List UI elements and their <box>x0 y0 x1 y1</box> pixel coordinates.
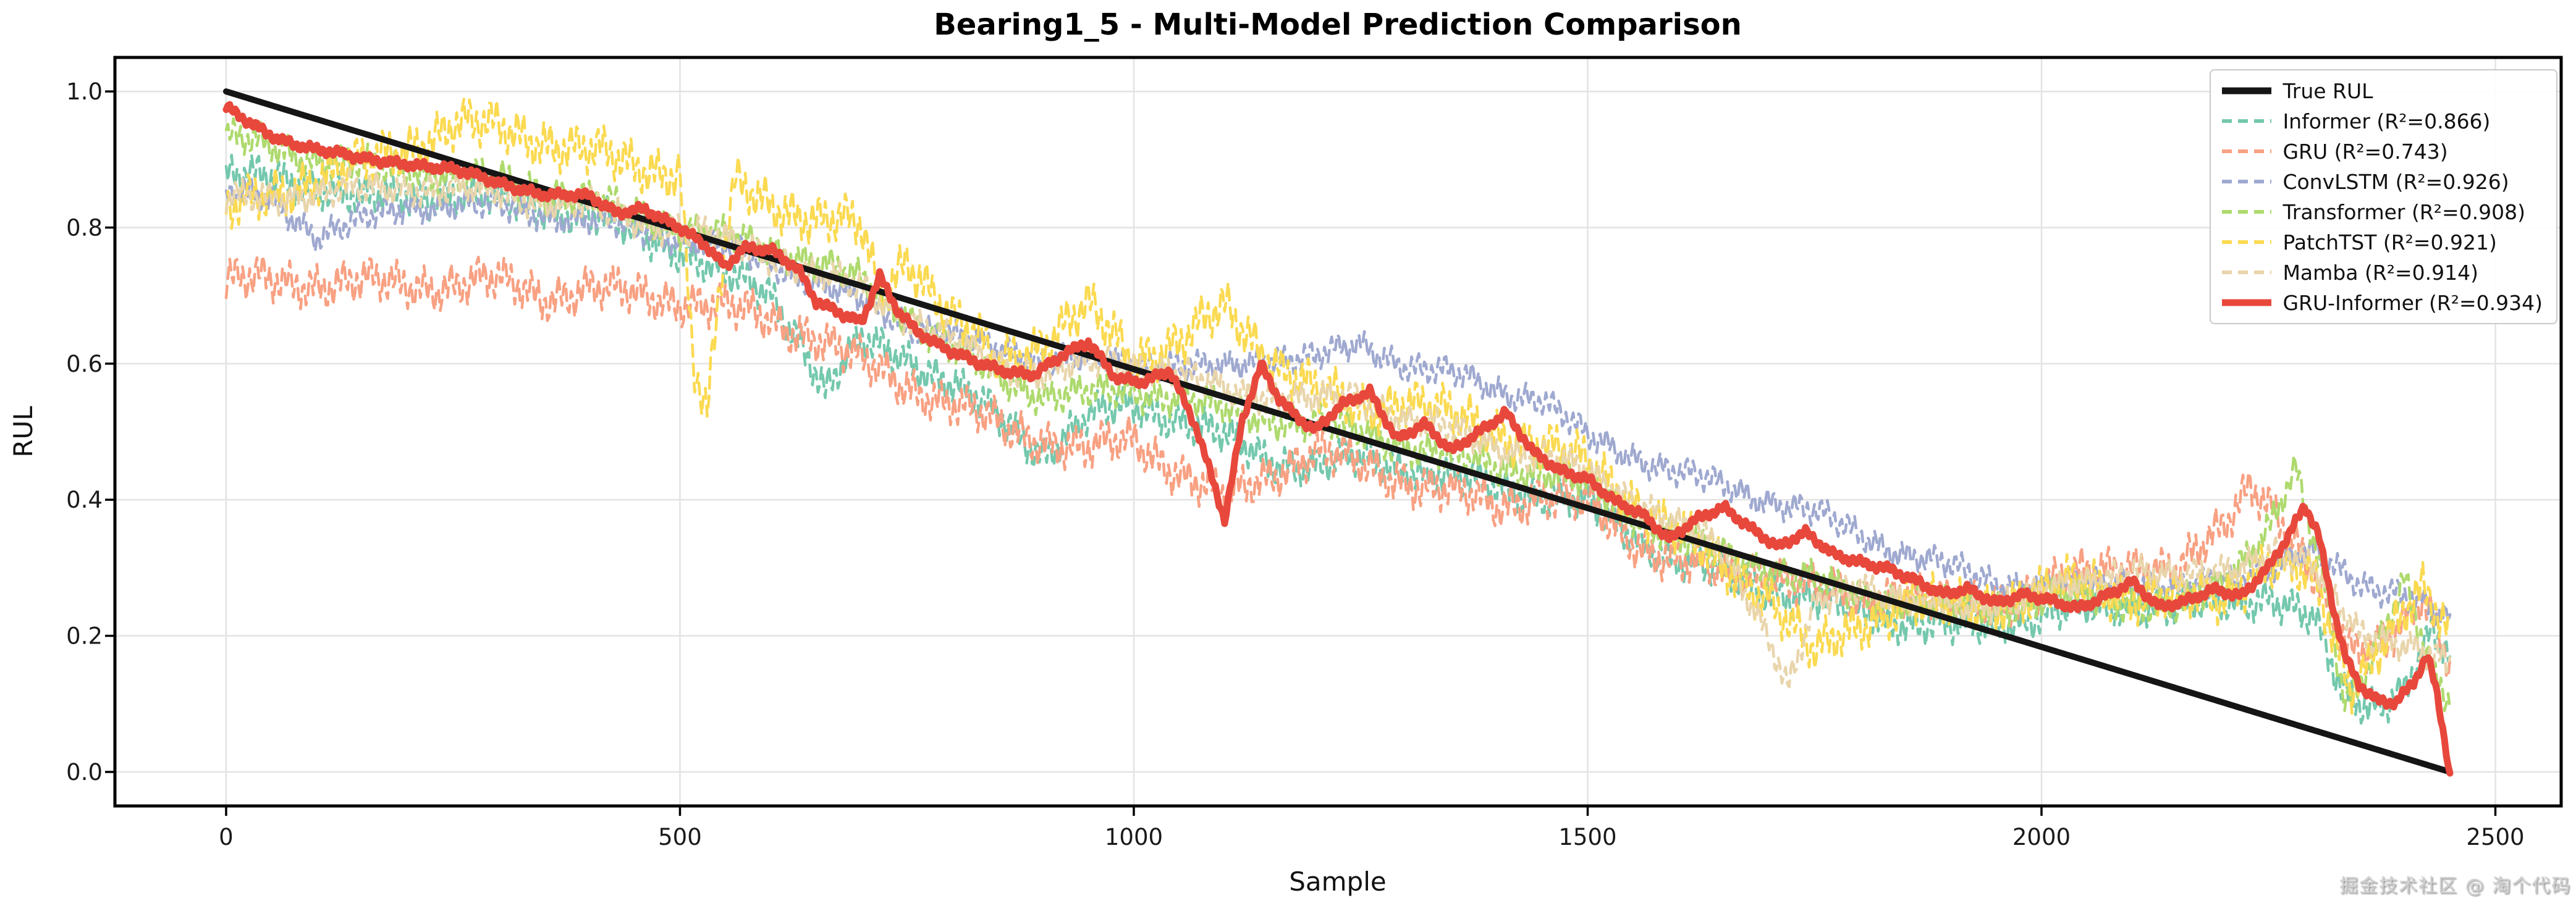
legend-label-convlstm: ConvLSTM (R²=0.926) <box>2283 169 2509 194</box>
legend-swatch-transformer <box>2222 210 2272 214</box>
legend-label-gru: GRU (R²=0.743) <box>2283 139 2448 164</box>
legend-item-gru-informer: GRU-Informer (R²=0.934) <box>2221 290 2543 315</box>
tick-marks <box>105 90 2497 816</box>
y-tick-label: 0.4 <box>66 487 103 513</box>
legend-swatch-gru <box>2222 149 2272 153</box>
legend: True RUL Informer (R²=0.866) GRU (R²=0.743… <box>2210 69 2557 324</box>
x-tick-label: 1500 <box>1558 824 1616 850</box>
tick-labels: 0 500 1000 1500 2000 2500 0.0 0.2 0.4 0.6 0.8 1.0 <box>66 78 2524 850</box>
legend-label-mamba: Mamba (R²=0.914) <box>2283 260 2478 285</box>
legend-swatch-patchtst <box>2222 240 2272 244</box>
y-tick-label: 0.0 <box>66 759 103 786</box>
plot-border <box>113 56 2563 808</box>
x-tick-label: 2500 <box>2466 824 2524 850</box>
x-tick-label: 2000 <box>2012 824 2071 850</box>
legend-swatch-mamba <box>2222 271 2272 274</box>
legend-item-informer: Informer (R²=0.866) <box>2221 109 2543 133</box>
x-tick-label: 1000 <box>1105 824 1163 850</box>
legend-label-patchtst: PatchTST (R²=0.921) <box>2283 230 2497 254</box>
y-tick-label: 0.6 <box>66 351 103 377</box>
gridlines <box>115 57 2561 806</box>
legend-swatch-gru-informer <box>2222 299 2272 306</box>
x-axis-label: Sample <box>1289 866 1386 897</box>
series-line-gru <box>224 254 2452 679</box>
x-tick-label: 500 <box>658 824 702 850</box>
legend-label-true-rul: True RUL <box>2283 78 2373 103</box>
legend-swatch-convlstm <box>2222 180 2272 183</box>
y-tick-label: 0.8 <box>66 214 103 241</box>
legend-item-convlstm: ConvLSTM (R²=0.926) <box>2221 169 2543 194</box>
legend-swatch-informer <box>2222 119 2272 123</box>
legend-item-gru: GRU (R²=0.743) <box>2221 139 2543 164</box>
legend-item-mamba: Mamba (R²=0.914) <box>2221 260 2543 285</box>
series-lines <box>222 88 2454 777</box>
legend-label-transformer: Transformer (R²=0.908) <box>2283 199 2525 224</box>
legend-item-transformer: Transformer (R²=0.908) <box>2221 199 2543 224</box>
legend-label-informer: Informer (R²=0.866) <box>2283 109 2491 133</box>
chart-title: Bearing1_5 - Multi-Model Prediction Comp… <box>934 7 1742 42</box>
legend-swatch-true-rul <box>2222 87 2272 94</box>
y-tick-label: 0.2 <box>66 623 103 650</box>
watermark: 掘金技术社区 @ 淘个代码 <box>2339 875 2571 897</box>
legend-item-patchtst: PatchTST (R²=0.921) <box>2221 230 2543 254</box>
y-axis-label: RUL <box>8 406 38 458</box>
legend-label-gru-informer: GRU-Informer (R²=0.934) <box>2283 290 2543 315</box>
series-line-gru-informer <box>222 101 2454 777</box>
x-tick-label: 0 <box>219 824 234 850</box>
y-tick-label: 1.0 <box>66 78 103 105</box>
legend-item-true-rul: True RUL <box>2221 78 2543 103</box>
